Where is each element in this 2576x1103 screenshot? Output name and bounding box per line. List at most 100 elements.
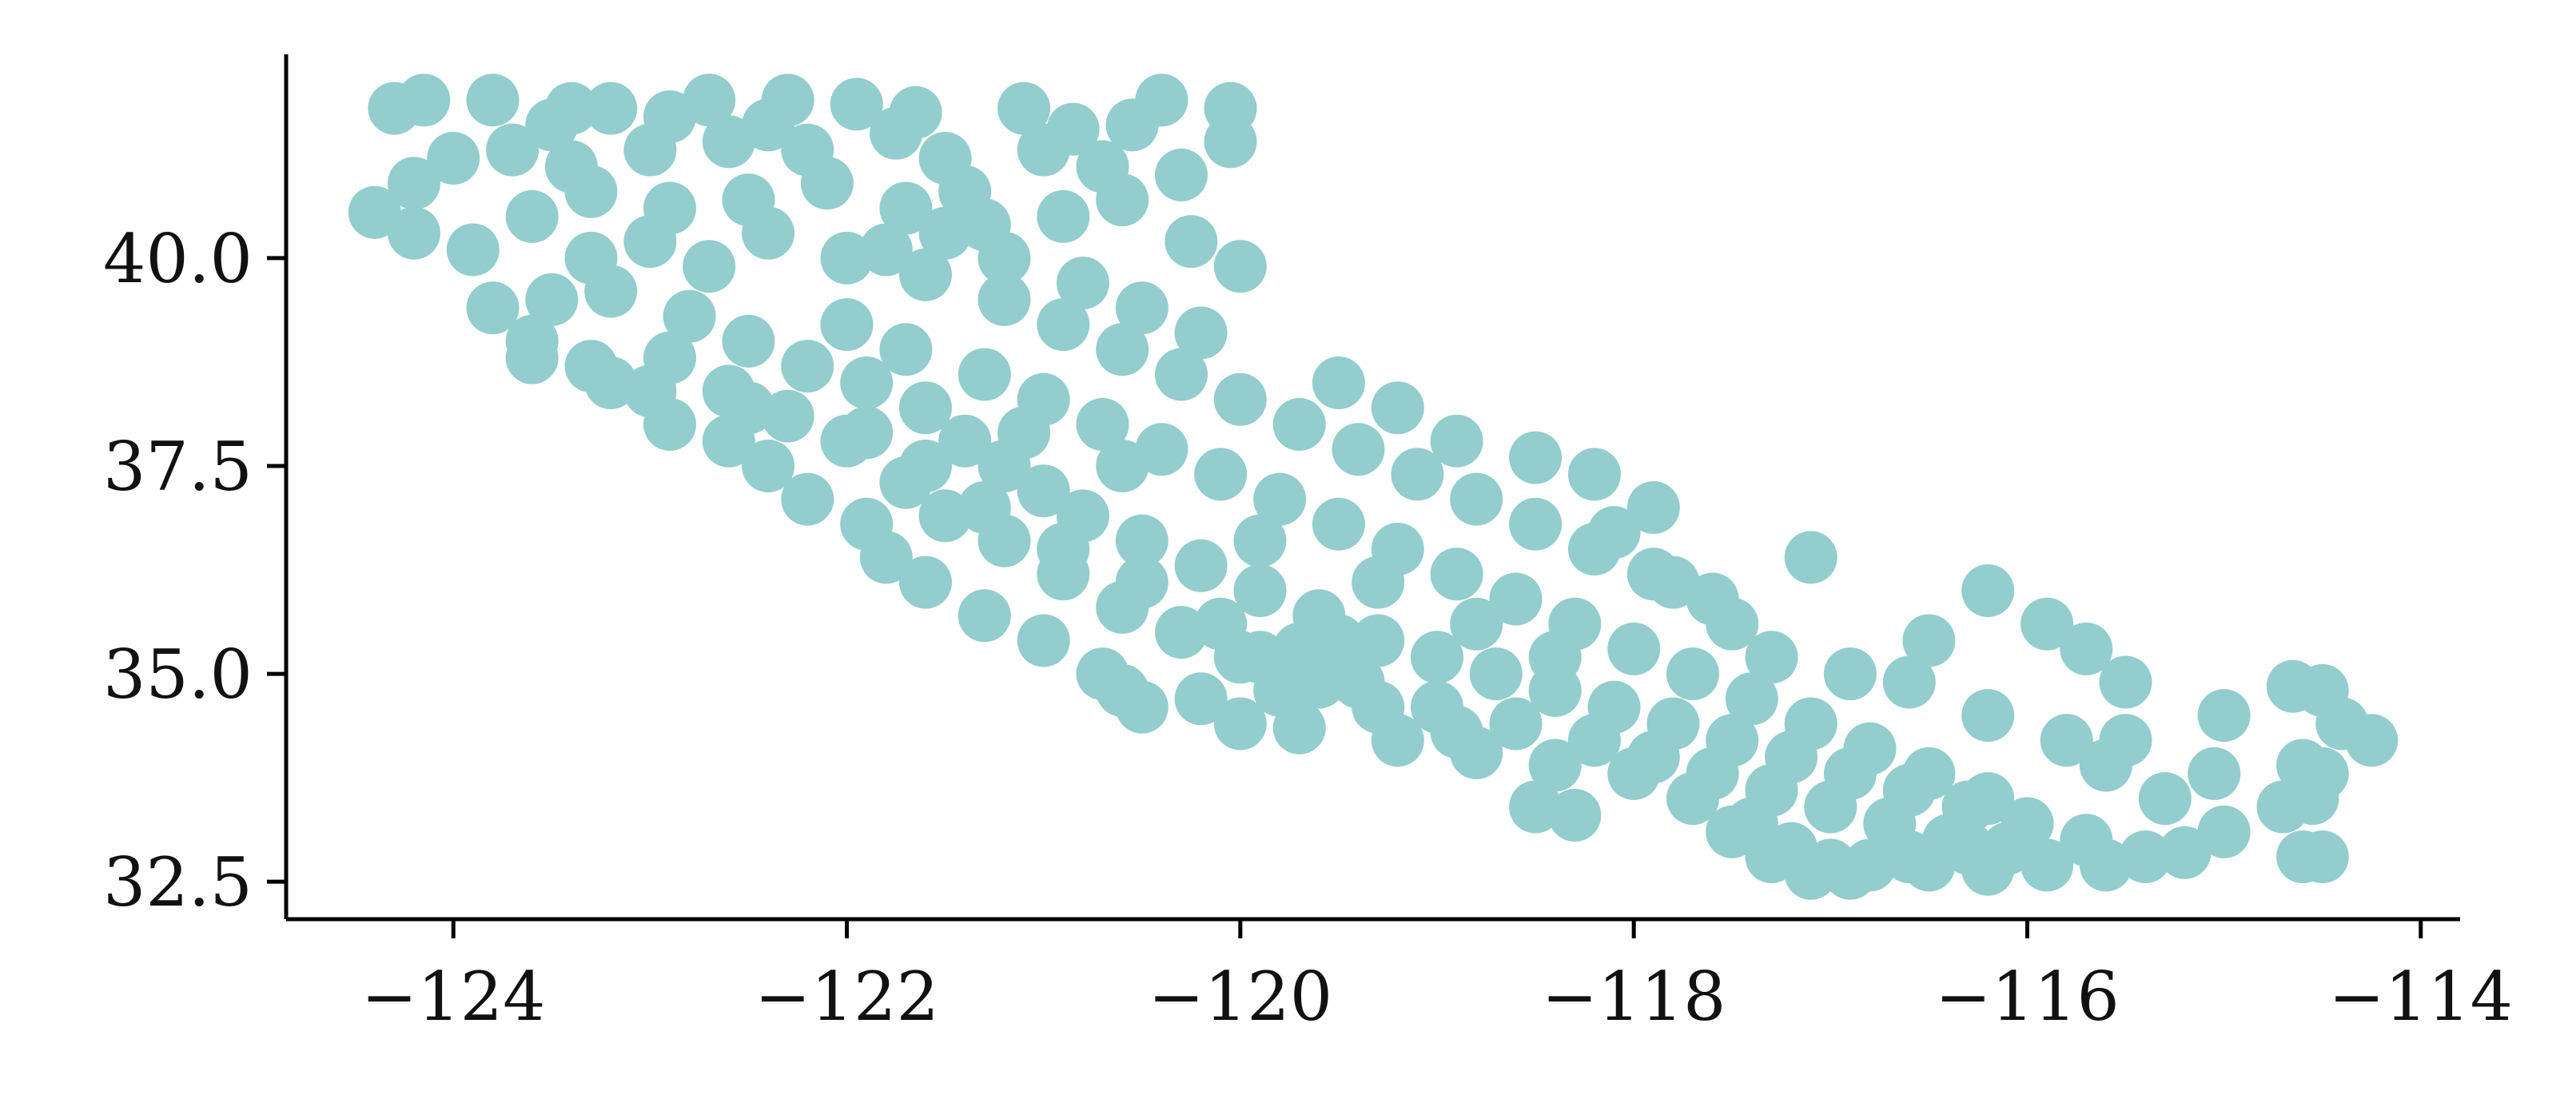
scatter-point <box>958 589 1011 643</box>
scatter-point <box>1509 431 1563 484</box>
scatter-point <box>977 273 1031 326</box>
scatter-point <box>918 206 972 260</box>
scatter-point <box>1843 722 1897 775</box>
x-tick-label: −122 <box>754 958 939 1036</box>
scatter-point <box>918 489 972 543</box>
scatter-point <box>820 231 874 285</box>
scatter-point <box>820 414 874 468</box>
scatter-point <box>1272 398 1326 451</box>
scatter-point <box>1332 423 1385 476</box>
scatter-point <box>1115 281 1169 335</box>
scatter-point <box>1745 763 1798 817</box>
scatter-point <box>820 298 874 352</box>
scatter-point <box>1509 780 1563 834</box>
scatter-point <box>800 157 854 210</box>
scatter-point <box>1902 747 1956 800</box>
scatter-point <box>742 440 795 492</box>
scatter-point <box>1882 655 1936 709</box>
scatter-point <box>1706 597 1759 651</box>
x-tick-label: −124 <box>361 958 546 1036</box>
scatter-point <box>1233 631 1287 684</box>
scatter-point <box>623 215 677 269</box>
scatter-point <box>2021 597 2074 651</box>
scatter-point <box>1105 98 1159 152</box>
scatter-point <box>1882 830 1936 883</box>
scatter-point <box>1056 257 1109 310</box>
scatter-point <box>1204 115 1257 169</box>
scatter-point <box>1174 539 1228 592</box>
scatter-point <box>1213 697 1267 751</box>
scatter-point <box>1155 606 1208 659</box>
scatter-point <box>643 331 696 384</box>
scatter-point <box>1902 614 1956 667</box>
x-tick-label: −120 <box>1148 958 1332 1036</box>
y-tick-label: 40.0 <box>103 220 253 298</box>
scatter-point <box>1961 564 2015 617</box>
scatter-point <box>2099 655 2152 709</box>
scatter-point <box>840 356 894 409</box>
scatter-point <box>1411 631 1463 684</box>
scatter-point <box>2345 714 2399 767</box>
scatter-point <box>1253 472 1307 526</box>
scatter-point <box>1312 614 1365 667</box>
scatter-point <box>2295 830 2349 883</box>
scatter-point <box>1489 572 1543 626</box>
scatter-point <box>977 514 1031 567</box>
scatter-point <box>722 314 775 368</box>
scatter-point <box>1587 506 1641 559</box>
scatter-point <box>1567 448 1621 501</box>
scatter-point <box>1607 622 1661 675</box>
x-tick-label: −118 <box>1542 958 1726 1036</box>
scatter-point <box>1017 464 1070 518</box>
scatter-point <box>446 223 500 277</box>
scatter-point <box>1548 789 1602 842</box>
y-tick-label: 37.5 <box>103 428 253 506</box>
scatter-point <box>761 389 814 443</box>
scatter-point <box>1961 772 2015 826</box>
scatter-point <box>1430 548 1483 601</box>
scatter-point <box>683 74 736 127</box>
scatter-point <box>564 165 618 218</box>
scatter-point <box>348 185 401 239</box>
scatter-point <box>1450 472 1503 526</box>
scatter-point <box>781 340 834 393</box>
scatter-points <box>348 74 2399 900</box>
scatter-point <box>1017 123 1070 177</box>
scatter-point <box>1076 398 1129 451</box>
x-tick-label: −114 <box>2328 958 2513 1036</box>
scatter-point <box>1804 838 1857 892</box>
scatter-point <box>663 289 716 343</box>
scatter-point <box>1725 672 1778 726</box>
scatter-point <box>1174 672 1228 726</box>
scatter-point <box>1037 298 1090 352</box>
scatter-point <box>1096 323 1149 376</box>
scatter-point <box>870 106 923 160</box>
scatter-point <box>2119 830 2172 883</box>
scatter-point <box>938 165 992 218</box>
scatter-point <box>1352 680 1405 734</box>
scatter-point <box>1686 747 1739 800</box>
x-tick-label: −116 <box>1935 958 2120 1036</box>
scatter-point <box>879 456 933 509</box>
scatter-point <box>1509 497 1563 551</box>
scatter-point <box>2197 805 2251 858</box>
scatter-point <box>1843 838 1897 892</box>
scatter-point <box>1174 306 1228 360</box>
scatter-point <box>742 98 795 152</box>
scatter-point <box>859 223 913 277</box>
scatter-point <box>505 189 559 243</box>
y-tick-label: 32.5 <box>103 843 253 922</box>
scatter-point <box>584 82 638 135</box>
scatter-point <box>623 123 677 177</box>
scatter-point <box>702 115 755 169</box>
scatter-point <box>1784 531 1837 584</box>
scatter-point <box>1037 548 1090 601</box>
scatter-point <box>1213 372 1267 426</box>
scatter-point <box>1391 448 1444 501</box>
scatter-point <box>1017 614 1070 667</box>
scatter-point <box>643 398 696 451</box>
scatter-point <box>388 157 440 210</box>
scatter-point <box>1233 564 1287 617</box>
